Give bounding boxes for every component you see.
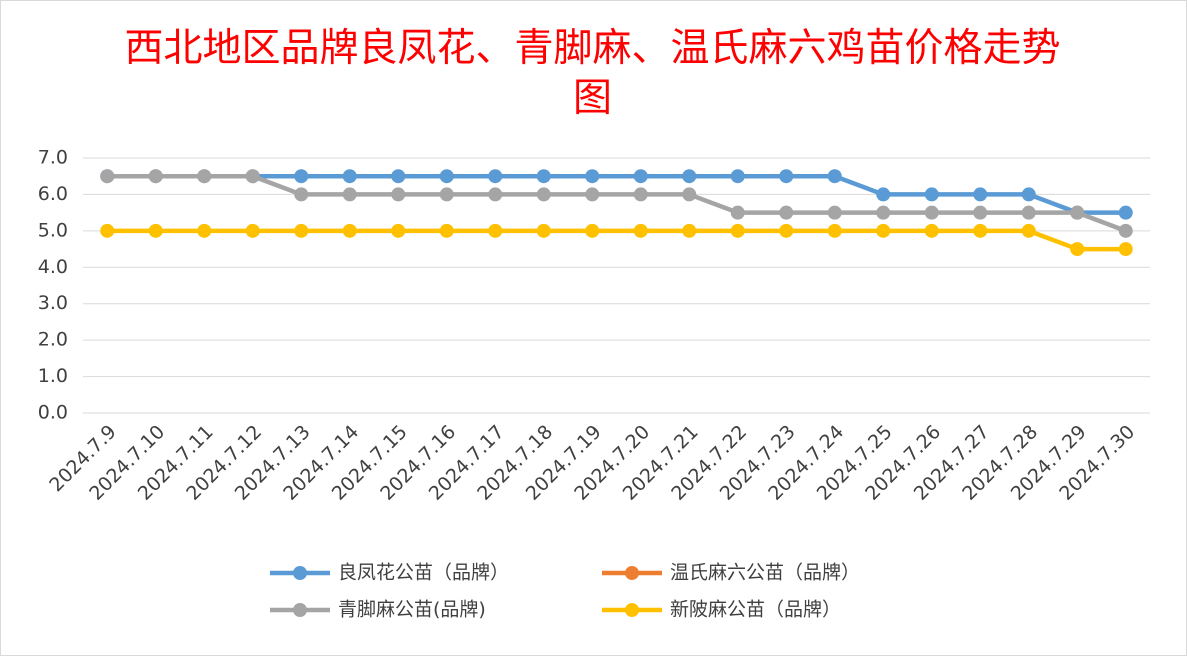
data-point	[391, 169, 406, 184]
series-line	[107, 173, 1126, 215]
legend-label: 温氏麻六公苗（品牌）	[670, 562, 860, 584]
y-tick-label: 6.0	[38, 183, 68, 205]
data-point	[100, 223, 115, 238]
legend-label: 青脚麻公苗(品牌)	[338, 599, 486, 621]
data-point	[197, 169, 212, 184]
y-tick-label: 0.0	[38, 402, 68, 424]
data-point	[876, 205, 891, 220]
data-point	[342, 169, 357, 184]
data-point	[294, 169, 309, 184]
data-point	[1070, 205, 1085, 220]
legend-label: 新陂麻公苗（品牌）	[670, 599, 841, 621]
data-point	[342, 187, 357, 202]
data-point	[148, 169, 163, 184]
data-point	[391, 187, 406, 202]
data-point	[973, 187, 988, 202]
data-point	[779, 223, 794, 238]
data-point	[876, 187, 891, 202]
data-point	[973, 205, 988, 220]
data-point	[294, 187, 309, 202]
chart-title: 西北地区品牌良凤花、青脚麻、温氏麻六鸡苗价格走势图	[124, 26, 1061, 121]
data-point	[391, 223, 406, 238]
data-point	[876, 223, 891, 238]
data-point	[924, 223, 939, 238]
data-point	[730, 223, 745, 238]
data-point	[682, 187, 697, 202]
legend-marker	[625, 566, 639, 580]
data-point	[148, 223, 163, 238]
data-point	[585, 223, 600, 238]
data-point	[827, 169, 842, 184]
data-point	[536, 169, 551, 184]
data-point	[1070, 242, 1085, 257]
data-point	[245, 169, 260, 184]
data-point	[245, 223, 260, 238]
data-point	[488, 169, 503, 184]
data-point	[682, 169, 697, 184]
data-point	[342, 223, 357, 238]
data-point	[973, 223, 988, 238]
legend-marker	[625, 603, 639, 617]
legend-marker	[293, 603, 307, 617]
data-point	[585, 187, 600, 202]
data-point	[682, 223, 697, 238]
data-point	[633, 223, 648, 238]
data-point	[1118, 242, 1133, 257]
data-point	[779, 169, 794, 184]
data-point	[488, 187, 503, 202]
data-point	[439, 187, 454, 202]
data-point	[294, 223, 309, 238]
data-point	[1118, 223, 1133, 238]
data-point	[439, 169, 454, 184]
data-point	[924, 187, 939, 202]
series-line	[107, 173, 1127, 233]
legend-marker	[293, 566, 307, 580]
y-tick-label: 2.0	[38, 329, 68, 351]
data-point	[730, 205, 745, 220]
data-point	[585, 169, 600, 184]
data-point	[1021, 205, 1036, 220]
data-point	[924, 205, 939, 220]
y-tick-label: 3.0	[38, 292, 68, 314]
data-point	[439, 223, 454, 238]
data-point	[730, 169, 745, 184]
data-point	[536, 187, 551, 202]
data-point	[536, 223, 551, 238]
legend-label: 良凤花公苗（品牌）	[338, 562, 509, 584]
data-point	[779, 205, 794, 220]
data-point	[100, 169, 115, 184]
data-point	[827, 205, 842, 220]
y-tick-label: 1.0	[38, 365, 68, 387]
data-point	[633, 169, 648, 184]
y-tick-label: 5.0	[38, 219, 68, 241]
data-point	[633, 187, 648, 202]
series-line	[107, 228, 1126, 252]
y-tick-label: 4.0	[38, 256, 68, 278]
data-point	[1021, 187, 1036, 202]
data-point	[1021, 223, 1036, 238]
data-point	[488, 223, 503, 238]
y-tick-label: 7.0	[38, 147, 68, 169]
data-point	[197, 223, 212, 238]
data-point	[1118, 205, 1133, 220]
data-point	[827, 223, 842, 238]
